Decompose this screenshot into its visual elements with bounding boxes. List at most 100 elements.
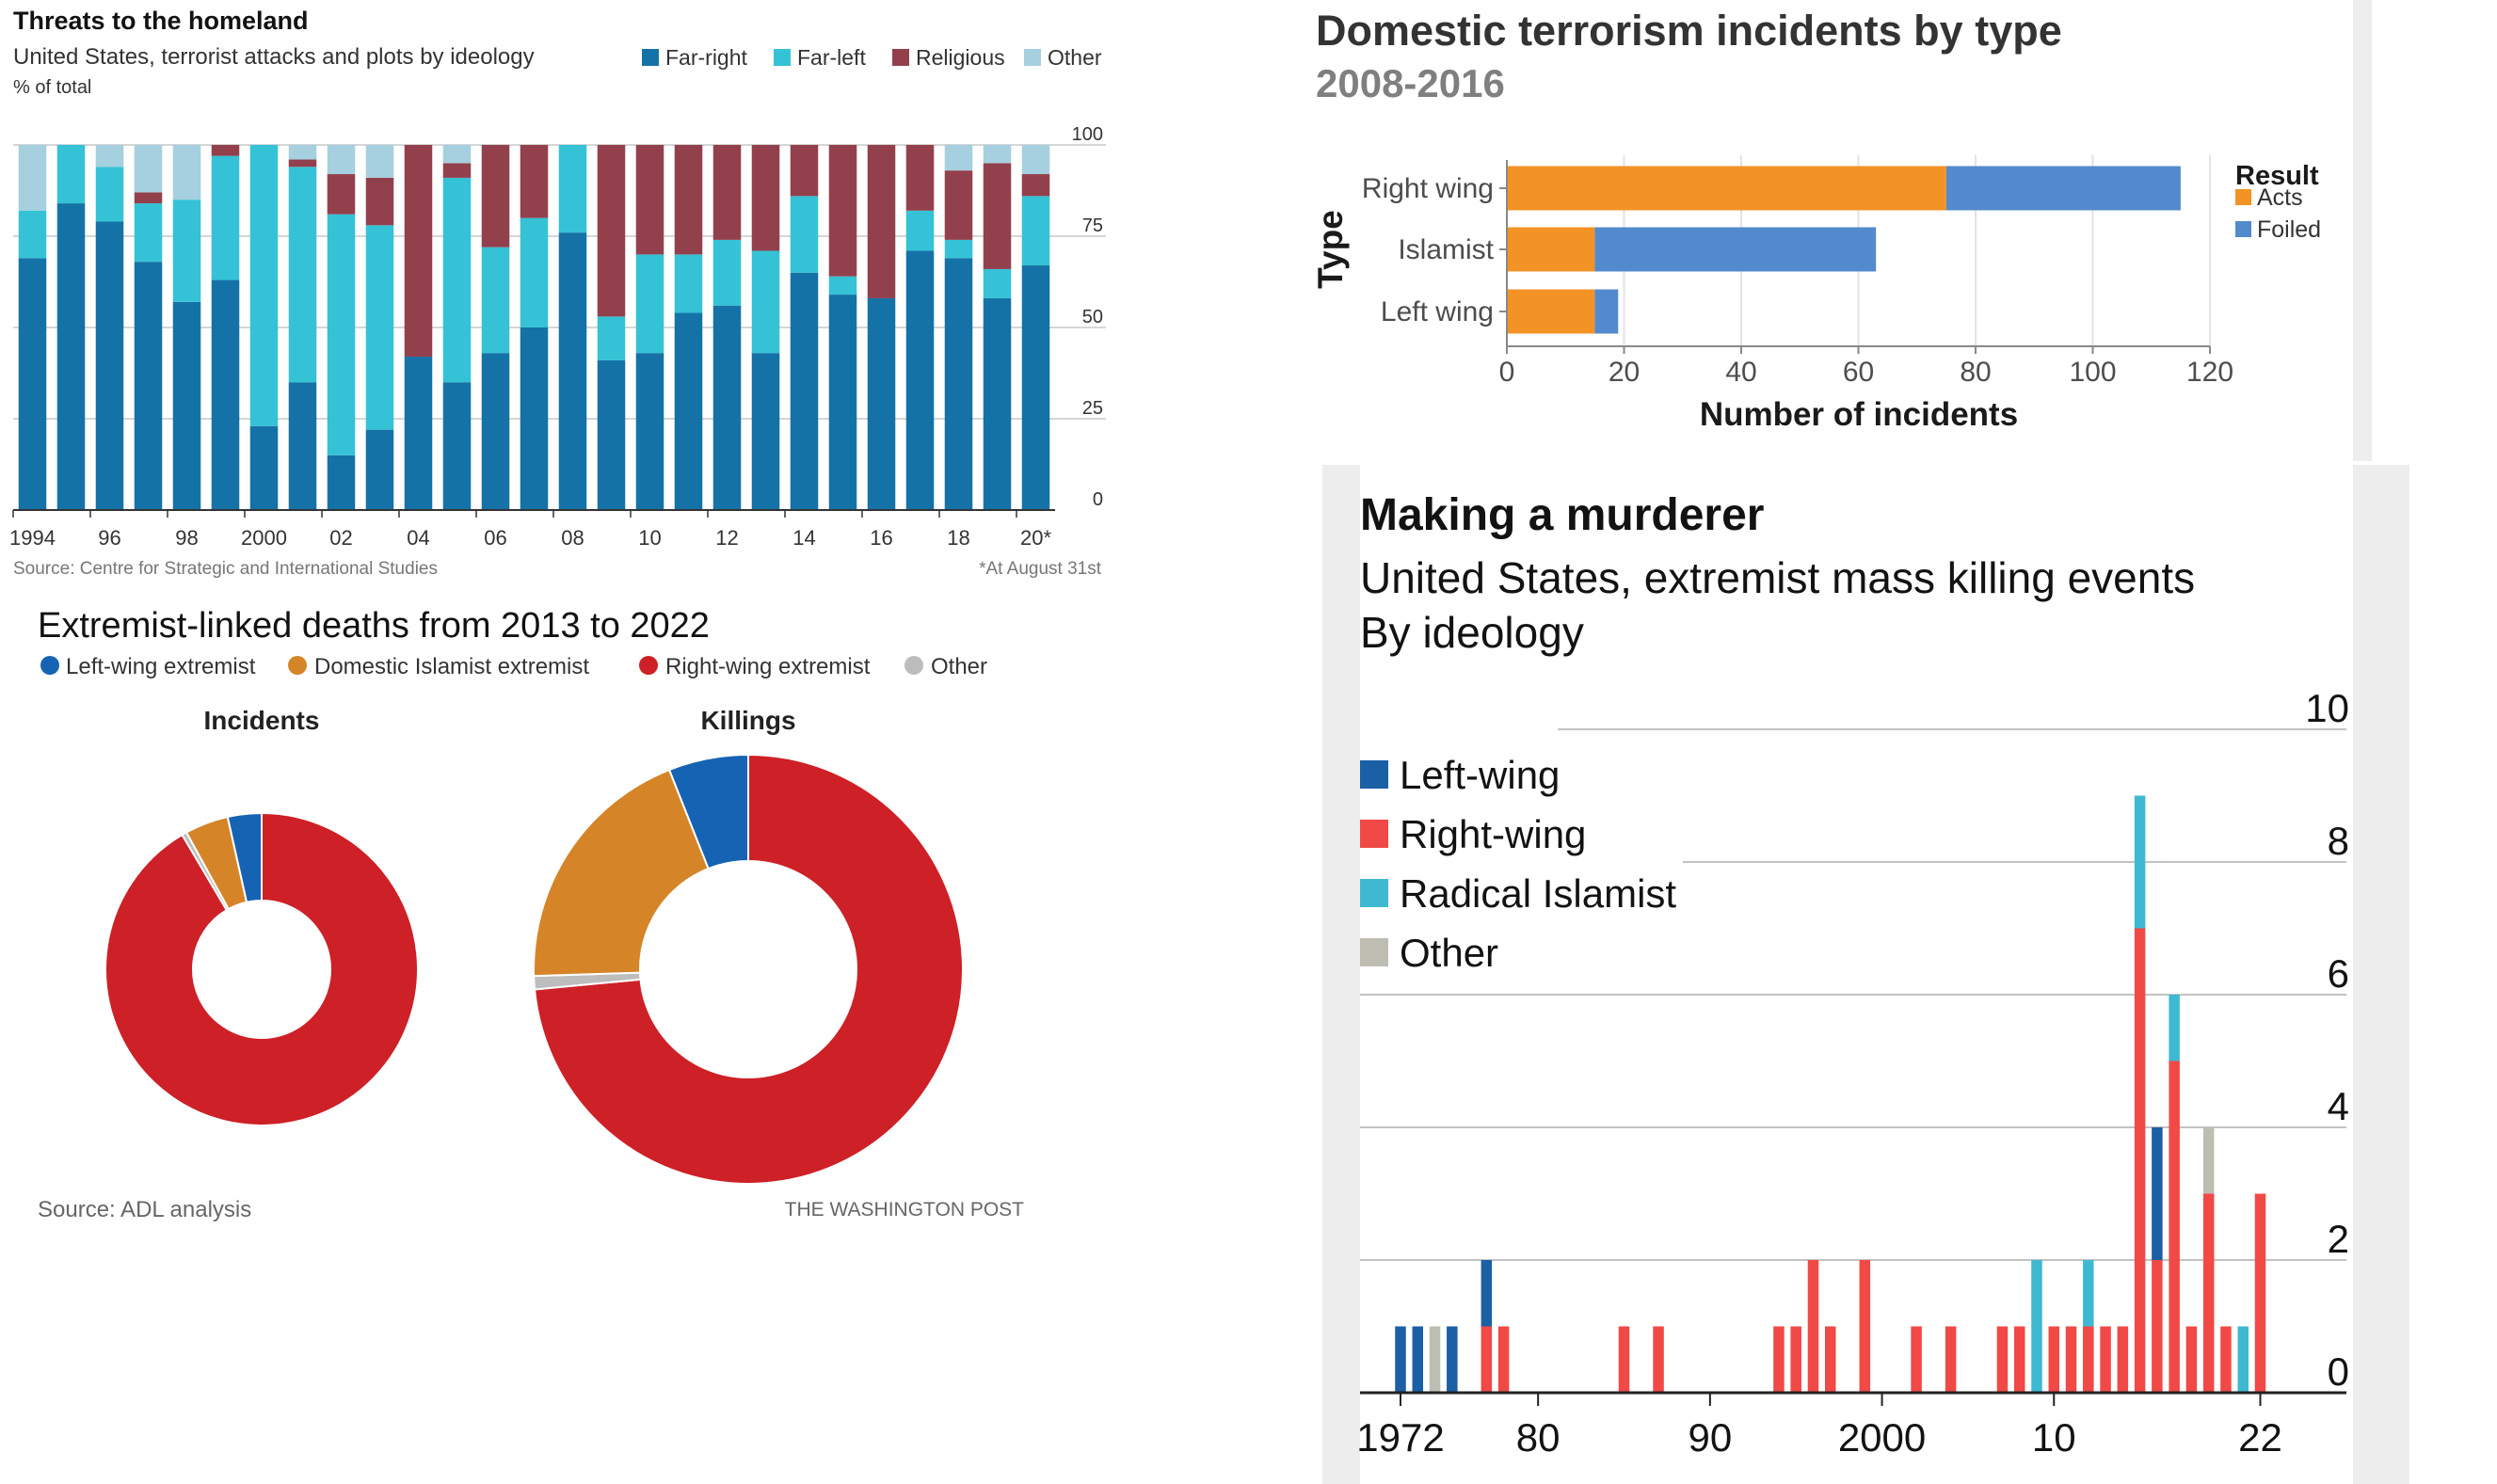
bar-segment-islamist	[2237, 1326, 2249, 1393]
threats-source: Source: Centre for Strategic and Interna…	[13, 559, 438, 579]
threats-y-ticks: 0 25 50 75 100	[1072, 124, 1103, 510]
threats-y-tick-label: 50	[1082, 307, 1103, 327]
murderer-chart-panel: Making a murderer United States, extremi…	[1322, 465, 2409, 1484]
murderer-x-tick-label: 10	[2032, 1415, 2076, 1460]
bar-segment-far-right	[56, 203, 86, 510]
bar-segment-other	[134, 145, 163, 193]
legend-label-islamist: Domestic Islamist extremist	[314, 654, 589, 679]
donut-label-incidents: Incidents	[204, 706, 320, 735]
wapo-credit: THE WASHINGTON POST	[785, 1199, 1025, 1221]
legend-label-right-wing: Right-wing	[1400, 812, 1586, 856]
murderer-y-tick-label: 2	[2328, 1217, 2349, 1261]
bar-segment-religious	[365, 177, 394, 226]
bar-segment-right-wing	[2065, 1326, 2077, 1393]
bar-segment-right-wing	[1807, 1260, 1819, 1393]
domestic-x-tick-label: 80	[1960, 357, 1991, 388]
bar-segment-far-right	[867, 297, 896, 510]
domestic-panel-right-shade	[2353, 0, 2372, 461]
legend-label-left-wing: Left-wing	[1400, 753, 1560, 797]
bar-segment-religious	[211, 145, 240, 156]
bar-segment-right-wing	[1996, 1326, 2009, 1393]
domestic-x-tick-label: 40	[1725, 357, 1756, 388]
threats-x-tick-label: 18	[947, 526, 969, 550]
wapo-title: Extremist-linked deaths from 2013 to 202…	[38, 606, 710, 646]
bar-segment-far-left	[95, 167, 124, 222]
bar-segment-far-right	[635, 353, 664, 510]
bar-segment-other	[365, 145, 394, 178]
domestic-x-tick-label: 60	[1843, 357, 1874, 388]
murderer-y-tick-label: 4	[2328, 1084, 2349, 1128]
bar-segment-far-right	[404, 357, 433, 510]
bar-segment-far-left	[288, 167, 317, 383]
threats-x-ticks: 1994 96 98 2000 02 04 06 08 10 12 14 16 18 20*	[9, 510, 1051, 550]
domestic-x-tick-label: 120	[2186, 357, 2233, 388]
bar-segment-other	[1429, 1326, 1441, 1393]
bar-segment-religious	[327, 174, 356, 215]
legend-dot-right-wing	[639, 656, 658, 675]
bar-segment-left-wing	[1395, 1326, 1406, 1393]
bar-segment-far-right	[674, 312, 703, 510]
wapo-source: Source: ADL analysis	[38, 1197, 251, 1222]
donut-incidents	[104, 811, 419, 1126]
threats-x-tick-label: 20*	[1020, 526, 1051, 550]
donut-label-killings: Killings	[700, 706, 795, 735]
threats-x-tick-label: 06	[484, 526, 506, 550]
bar-segment-right-wing	[2220, 1326, 2232, 1393]
murderer-y-ticks: 0 2 4 6 8 10	[2305, 686, 2349, 1394]
bar-segment-right-wing	[2117, 1326, 2129, 1393]
domestic-ylabel: Type	[1311, 210, 1350, 289]
bar-segment-islamist	[2134, 795, 2146, 929]
legend-dot-left-wing	[40, 656, 59, 675]
legend-label-religious: Religious	[916, 45, 1005, 70]
donut-slice-right-wing	[533, 753, 964, 1185]
bar-segment-other	[288, 145, 317, 160]
bar-segment-acts	[1507, 166, 1946, 211]
bar-segment-religious	[751, 145, 780, 251]
bar-segment-far-right	[520, 327, 549, 510]
legend-swatch-foiled	[2235, 221, 2251, 237]
bar-segment-far-left	[327, 214, 356, 455]
bar-segment-right-wing	[2254, 1193, 2266, 1393]
bar-segment-far-right	[983, 297, 1012, 510]
bar-segment-far-right	[712, 305, 742, 510]
bar-segment-far-left	[558, 145, 587, 233]
bar-segment-acts	[1507, 289, 1595, 334]
domestic-chart-panel: Domestic terrorism incidents by type 200…	[1311, 0, 2372, 461]
legend-label-other: Other	[931, 654, 987, 679]
bar-segment-right-wing	[1790, 1326, 1801, 1393]
bar-segment-right-wing	[1653, 1326, 1664, 1393]
wapo-legend: Left-wing extremist Domestic Islamist ex…	[40, 654, 987, 679]
bar-segment-far-right	[211, 279, 240, 510]
threats-x-tick-label: 1994	[9, 526, 56, 550]
bar-segment-far-left	[828, 276, 857, 295]
domestic-xlabel: Number of incidents	[1700, 396, 2018, 433]
threats-y-tick-label: 100	[1072, 124, 1103, 145]
bar-segment-far-left	[56, 145, 86, 204]
threats-x-tick-label: 98	[175, 526, 198, 550]
legend-swatch-acts	[2235, 189, 2251, 205]
bar-segment-islamist	[2083, 1260, 2094, 1327]
murderer-title: Making a murderer	[1360, 490, 1764, 540]
bar-segment-far-right	[790, 272, 819, 510]
bar-segment-far-left	[983, 268, 1012, 298]
bar-segment-far-right	[558, 232, 587, 510]
bar-segment-far-right	[1021, 265, 1050, 510]
donut-slice-islamist	[533, 768, 710, 978]
donut-slice-left-wing	[667, 753, 749, 870]
threats-x-tick-label: 12	[715, 526, 738, 550]
bar-segment-far-right	[249, 425, 279, 510]
murderer-y-tick-label: 10	[2305, 686, 2349, 730]
bar-segment-far-right	[481, 353, 510, 510]
legend-swatch-left-wing	[1360, 760, 1388, 789]
bar-segment-religious	[520, 145, 549, 218]
bar-segment-far-left	[751, 250, 780, 354]
bar-segment-far-left	[211, 155, 240, 280]
bar-segment-other	[2202, 1127, 2215, 1194]
threats-x-tick-label: 04	[407, 526, 429, 550]
bar-segment-far-left	[905, 210, 935, 251]
domestic-x-tick-label: 100	[2069, 357, 2116, 388]
murderer-x-tick-label: 2000	[1838, 1415, 1926, 1460]
bar-segment-religious	[134, 192, 163, 204]
threats-bars	[18, 145, 1050, 511]
